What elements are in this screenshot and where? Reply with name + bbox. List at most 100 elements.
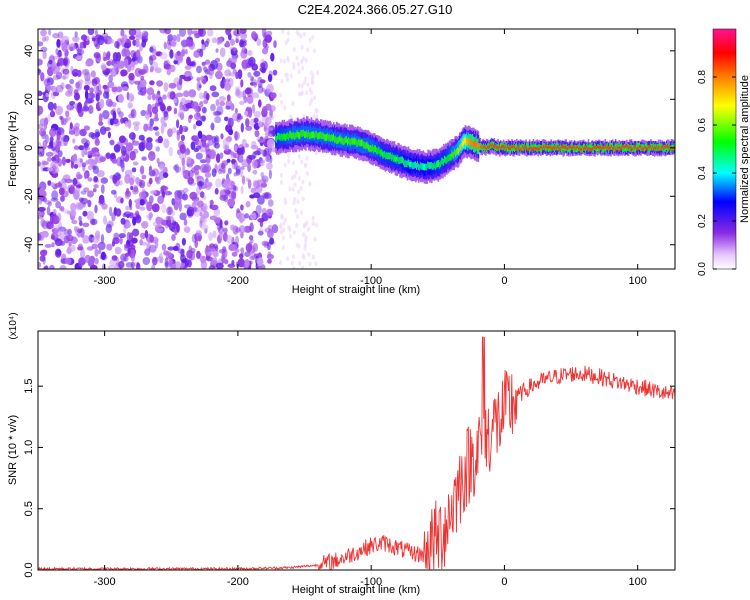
noise-cell xyxy=(175,166,182,173)
ridge-cell xyxy=(571,145,574,149)
noise-cell xyxy=(183,226,191,234)
noise-cell xyxy=(151,264,156,269)
ridge-cell xyxy=(502,144,505,148)
noise-cell xyxy=(215,99,220,107)
noise-cell xyxy=(123,225,127,234)
noise-cell xyxy=(114,246,122,255)
ridge-cell xyxy=(639,145,641,149)
noise-cell xyxy=(297,69,301,74)
ridge-cell xyxy=(296,130,299,137)
noise-cell xyxy=(283,162,287,168)
noise-cell xyxy=(181,49,186,57)
noise-cell xyxy=(138,191,147,199)
noise-cell xyxy=(178,107,185,117)
ridge-cell xyxy=(562,145,565,149)
ridge-cell xyxy=(364,142,367,150)
ridge-cell xyxy=(596,146,598,153)
ridge-cell xyxy=(479,146,482,150)
noise-cell xyxy=(133,124,140,131)
ridge-cell xyxy=(495,144,497,148)
noise-cell xyxy=(53,102,57,110)
noise-cell xyxy=(251,159,258,169)
noise-cell xyxy=(101,64,107,71)
noise-cell xyxy=(198,84,202,89)
noise-cell xyxy=(98,121,104,126)
ridge-cell xyxy=(408,159,411,167)
noise-cell xyxy=(77,231,81,238)
noise-cell xyxy=(262,106,268,114)
ridge-cell xyxy=(653,142,655,150)
noise-cell xyxy=(133,185,139,193)
noise-cell xyxy=(72,72,79,77)
ridge-cell xyxy=(292,131,295,139)
noise-cell xyxy=(85,98,93,104)
noise-cell xyxy=(51,146,56,151)
ridge-cell xyxy=(523,147,525,151)
ridge-cell xyxy=(399,157,401,164)
noise-cell xyxy=(199,211,203,217)
noise-cell xyxy=(236,147,243,155)
ridge-cell xyxy=(393,154,396,162)
noise-cell xyxy=(263,32,267,41)
noise-cell xyxy=(279,58,283,64)
ridge-cell xyxy=(333,133,335,141)
noise-cell xyxy=(139,199,145,206)
ridge-cell xyxy=(506,144,509,148)
noise-cell xyxy=(246,95,254,104)
ridge-cell xyxy=(633,144,635,152)
ridge-cell xyxy=(482,144,484,148)
noise-cell xyxy=(160,104,166,112)
ridge-cell xyxy=(605,144,607,148)
ridge-cell xyxy=(545,145,548,152)
noise-cell xyxy=(44,35,50,42)
noise-cell xyxy=(105,223,113,234)
ridge-cell xyxy=(526,142,528,150)
ridge-cell xyxy=(573,145,576,153)
ridge-cell xyxy=(313,131,316,139)
noise-cell xyxy=(112,110,117,121)
noise-cell xyxy=(163,41,168,50)
noise-cell xyxy=(209,247,216,253)
noise-cell xyxy=(183,218,188,226)
ridge-cell xyxy=(651,147,653,151)
noise-cell xyxy=(201,141,207,148)
noise-cell xyxy=(171,127,177,134)
ridge-cell xyxy=(415,161,417,169)
noise-cell xyxy=(193,124,197,130)
ridge-cell xyxy=(466,138,468,146)
noise-cell xyxy=(111,189,117,195)
noise-cell xyxy=(116,173,122,180)
spectrogram-x-axis: -300 -200 -100 0 100 xyxy=(94,29,647,287)
noise-cell xyxy=(84,70,89,77)
noise-cell xyxy=(112,174,118,184)
ridge-cell xyxy=(280,132,283,140)
noise-cell xyxy=(285,72,289,78)
ridge-cell xyxy=(389,152,392,160)
ridge-cell xyxy=(659,143,662,151)
ridge-cell xyxy=(465,138,468,146)
noise-cell xyxy=(279,225,283,230)
noise-cell xyxy=(59,115,63,120)
noise-cell xyxy=(286,57,290,63)
ridge-cell xyxy=(445,157,448,164)
ridge-cell xyxy=(561,145,564,149)
noise-cell xyxy=(166,43,172,51)
spectrogram-frame xyxy=(37,28,676,270)
noise-cell xyxy=(177,189,186,200)
ridge-cell xyxy=(467,138,469,146)
ridge-cell xyxy=(354,138,357,146)
noise-cell xyxy=(176,131,180,141)
noise-cell xyxy=(172,34,177,42)
noise-cell xyxy=(296,199,300,205)
noise-cell xyxy=(264,227,272,233)
noise-cell xyxy=(240,185,244,195)
ridge-cell xyxy=(623,144,625,148)
noise-cell xyxy=(156,80,164,87)
y-tick-label: 40 xyxy=(23,45,35,57)
noise-cell xyxy=(128,132,136,140)
ridge-cell xyxy=(429,162,431,169)
noise-cell xyxy=(291,101,295,107)
noise-cell xyxy=(79,158,83,164)
noise-cell xyxy=(148,151,156,161)
